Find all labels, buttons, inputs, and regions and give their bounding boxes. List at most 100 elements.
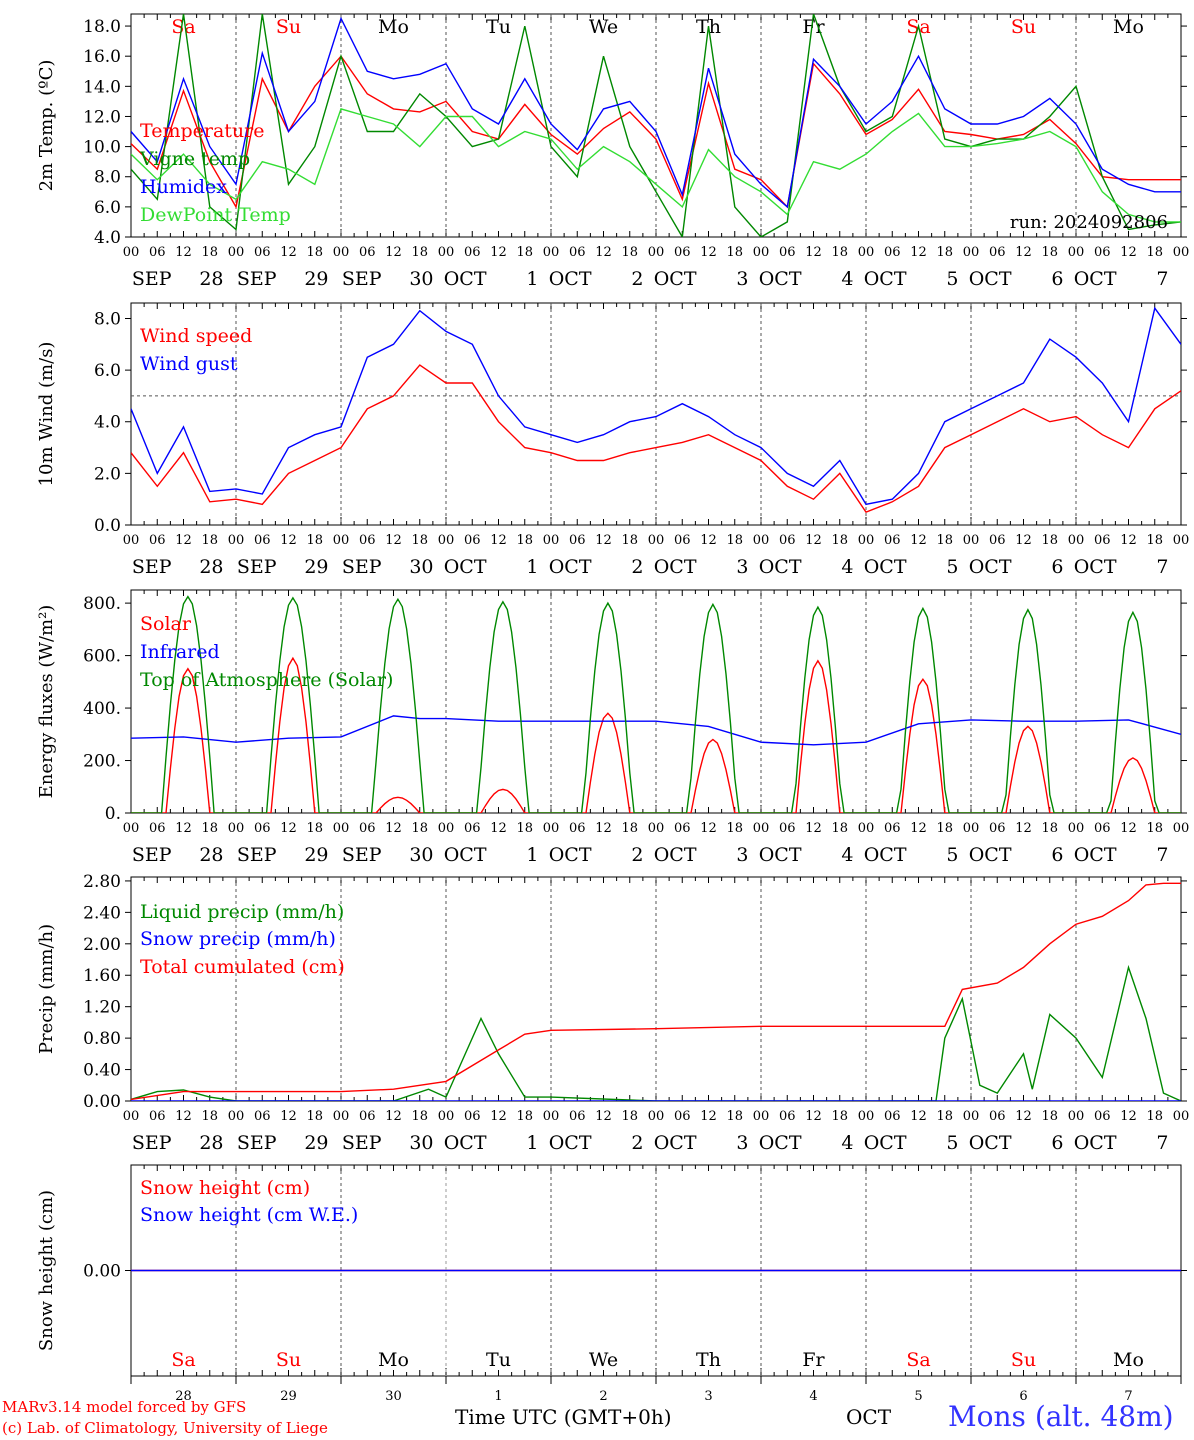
x-tick-label: 00 — [1068, 821, 1085, 836]
x-tick-label: 18 — [936, 821, 953, 836]
day-month-label: SEP — [237, 556, 277, 578]
day-number-label: 1 — [526, 844, 538, 866]
day-month-label: OCT — [654, 844, 697, 866]
x-tick-label: 12 — [1015, 533, 1032, 548]
day-month-label: SEP — [132, 268, 172, 290]
run-label: run: 2024092806 — [1010, 212, 1168, 233]
day-month-label: SEP — [237, 1132, 277, 1154]
x-tick-label: 12 — [490, 1109, 507, 1124]
x-tick-label: 18 — [1041, 533, 1058, 548]
x-tick-label: 12 — [1120, 533, 1137, 548]
x-tick-label: 12 — [805, 1109, 822, 1124]
legend-entry: Infrared — [140, 641, 220, 663]
x-tick-label: 06 — [149, 1109, 166, 1124]
x-tick-label: 00 — [1068, 245, 1085, 260]
legend-entry: Top of Atmosphere (Solar) — [140, 669, 393, 691]
x-tick-label: 00 — [438, 533, 455, 548]
series-line-vigne-temp — [131, 14, 1181, 237]
x-tick-label: 00 — [438, 1109, 455, 1124]
x-tick-label: 18 — [726, 245, 743, 260]
x-tick-label: 00 — [753, 245, 770, 260]
y-axis-label: Precip (mm/h) — [36, 924, 57, 1054]
x-tick-label: 18 — [726, 533, 743, 548]
x-tick-label: 18 — [621, 245, 638, 260]
x-tick-label: 12 — [385, 245, 402, 260]
day-month-label: OCT — [969, 556, 1012, 578]
day-number-label: 30 — [409, 844, 433, 866]
x-tick-label: 00 — [228, 821, 245, 836]
x-tick-label: 12 — [385, 821, 402, 836]
legend-entry: DewPoint Temp — [140, 204, 291, 226]
x-tick-label: 00 — [438, 245, 455, 260]
day-number-label: 30 — [409, 1132, 433, 1154]
x-tick-label: 00 — [963, 533, 980, 548]
x-tick-label: 12 — [490, 821, 507, 836]
day-number-label: 7 — [1156, 1132, 1168, 1154]
x-tick-label: 12 — [700, 245, 717, 260]
x-tick-label: 00 — [858, 1109, 875, 1124]
day-number-label: 4 — [841, 1132, 853, 1154]
series-group — [131, 14, 1181, 237]
panel-5: 0.00 Snow height (cm) Sa Su Mo Tu We Th Fr Sa Su Mo… — [36, 1164, 1187, 1377]
x-tick-label: 12 — [700, 1109, 717, 1124]
day-number-label: 2 — [631, 844, 643, 866]
day-month-label: OCT — [1074, 268, 1117, 290]
weekday-label: Su — [276, 1349, 301, 1371]
x-tick-label: 00 — [228, 1109, 245, 1124]
x-tick-label: 06 — [884, 1109, 901, 1124]
day-month-label: OCT — [444, 556, 487, 578]
bottom-day-number: 4 — [809, 1389, 817, 1404]
x-tick-label: 12 — [595, 245, 612, 260]
x-tick-label: 06 — [464, 533, 481, 548]
y-tick-label: 400. — [83, 699, 121, 719]
day-month-label: SEP — [132, 1132, 172, 1154]
station-label: Mons (alt. 48m) — [948, 1400, 1174, 1433]
x-tick-label: 18 — [306, 245, 323, 260]
day-number-label: 5 — [946, 844, 958, 866]
day-month-label: SEP — [342, 1132, 382, 1154]
x-tick-label: 00 — [333, 533, 350, 548]
series-group — [131, 306, 1181, 513]
x-tick-label: 18 — [831, 1109, 848, 1124]
x-tick-label: 06 — [884, 821, 901, 836]
day-month-label: OCT — [864, 556, 907, 578]
x-tick-label: 00 — [1173, 245, 1190, 260]
day-month-label: OCT — [444, 268, 487, 290]
bottom-day-number: 28 — [175, 1389, 192, 1404]
x-tick-label: 12 — [280, 245, 297, 260]
y-tick-label: 800. — [83, 594, 121, 614]
legend-entry: Snow height (cm) — [140, 1177, 310, 1199]
y-axis-label: 2m Temp. (ºC) — [36, 60, 57, 192]
x-tick-label: 12 — [1015, 821, 1032, 836]
x-tick-label: 12 — [910, 533, 927, 548]
day-number-label: 4 — [841, 844, 853, 866]
x-tick-label: 18 — [411, 245, 428, 260]
x-tick-label: 06 — [359, 245, 376, 260]
x-tick-label: 12 — [490, 245, 507, 260]
x-tick-label: 00 — [963, 821, 980, 836]
x-tick-label: 00 — [648, 1109, 665, 1124]
x-tick-label: 06 — [779, 245, 796, 260]
x-tick-label: 06 — [884, 533, 901, 548]
day-month-label: SEP — [237, 268, 277, 290]
weekday-label: Th — [696, 1349, 721, 1371]
day-month-label: SEP — [342, 268, 382, 290]
y-tick-label: 2.80 — [83, 872, 121, 892]
x-tick-label: 18 — [726, 1109, 743, 1124]
x-tick-label: 00 — [333, 1109, 350, 1124]
weekday-label: Su — [1011, 16, 1036, 38]
x-tick-label: 18 — [1041, 821, 1058, 836]
weekday-label: Fr — [802, 1349, 825, 1371]
x-tick-label: 18 — [411, 821, 428, 836]
day-number-label: 2 — [631, 556, 643, 578]
x-tick-label: 00 — [648, 821, 665, 836]
x-tick-label: 06 — [989, 533, 1006, 548]
day-number-label: 3 — [736, 268, 748, 290]
bottom-day-number: 3 — [704, 1389, 712, 1404]
x-tick-label: 12 — [280, 1109, 297, 1124]
day-number-label: 29 — [304, 268, 328, 290]
x-tick-label: 00 — [228, 245, 245, 260]
x-tick-label: 18 — [1041, 245, 1058, 260]
x-tick-label: 12 — [280, 533, 297, 548]
